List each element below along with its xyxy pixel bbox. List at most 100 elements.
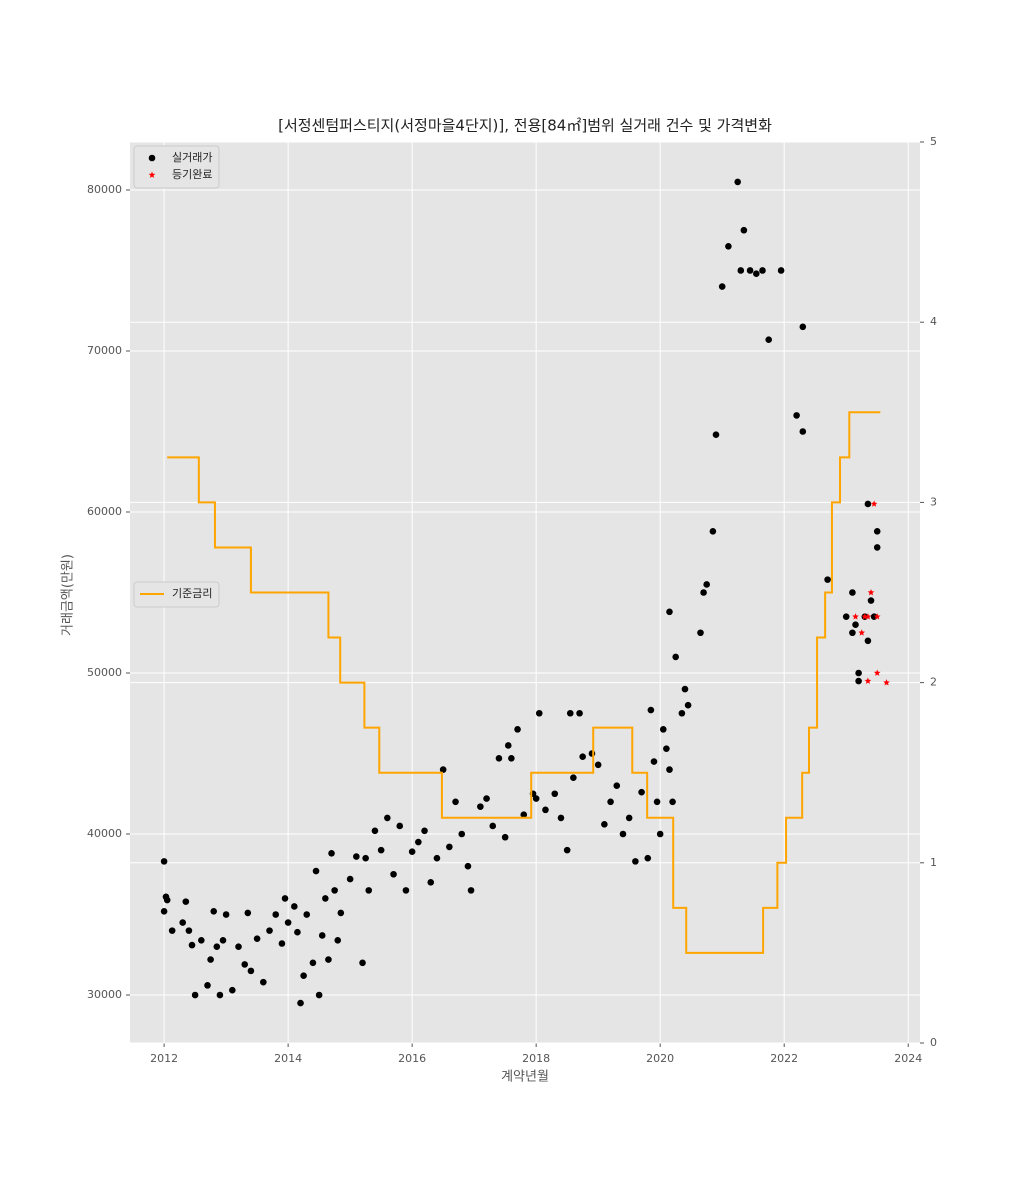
x-tick-label: 2024 <box>894 1052 922 1065</box>
point <box>613 782 621 790</box>
point <box>625 814 633 822</box>
point <box>632 858 639 865</box>
point <box>653 798 661 806</box>
point <box>334 936 342 944</box>
plot-area <box>130 142 920 1043</box>
point <box>532 795 540 802</box>
y-tick-label: 50000 <box>87 666 122 679</box>
point <box>294 928 301 936</box>
y-tick-label: 80000 <box>87 183 122 196</box>
y2-tick-label: 5 <box>930 135 937 148</box>
point <box>852 621 859 629</box>
point <box>678 709 686 717</box>
point <box>737 267 745 274</box>
step-line <box>167 411 881 954</box>
point <box>185 927 193 934</box>
point <box>855 669 862 677</box>
point <box>858 629 866 636</box>
point <box>272 911 280 918</box>
point <box>504 742 512 749</box>
point <box>337 909 345 917</box>
point <box>681 685 689 693</box>
point <box>647 706 655 714</box>
point <box>247 967 255 975</box>
point <box>684 701 692 709</box>
point <box>852 613 859 620</box>
point <box>303 911 311 918</box>
point <box>740 226 748 234</box>
point <box>433 854 441 862</box>
point <box>331 887 338 894</box>
legend <box>133 145 220 189</box>
point <box>396 822 404 830</box>
x-tick-label: 2016 <box>398 1052 426 1065</box>
point <box>452 798 459 806</box>
point <box>163 896 171 904</box>
point <box>867 597 875 604</box>
point <box>619 830 627 838</box>
point <box>489 822 497 830</box>
point <box>297 999 304 1007</box>
point <box>160 907 168 915</box>
x-tick-label: 2022 <box>770 1052 798 1065</box>
point <box>864 677 872 684</box>
point <box>659 726 667 733</box>
point <box>864 637 872 645</box>
point <box>318 932 326 939</box>
legend-label: 등기완료 <box>172 168 212 181</box>
point <box>210 907 218 915</box>
x-tick-label: 2012 <box>150 1052 178 1065</box>
point <box>793 412 800 419</box>
point <box>594 761 602 769</box>
point <box>402 887 410 894</box>
point <box>371 827 379 835</box>
legend-swatch <box>148 154 156 162</box>
point <box>551 790 559 798</box>
point <box>656 830 664 838</box>
legend-label: 실거래가 <box>172 151 212 164</box>
point <box>464 862 472 870</box>
point <box>752 270 760 278</box>
point <box>309 959 317 967</box>
point <box>563 846 571 854</box>
point <box>579 753 586 761</box>
point <box>501 833 509 841</box>
point <box>712 431 720 439</box>
point <box>883 679 890 686</box>
point <box>312 867 320 875</box>
point <box>666 608 673 616</box>
point <box>325 956 332 963</box>
point <box>746 267 754 274</box>
point <box>477 803 484 810</box>
point <box>346 875 354 883</box>
point <box>842 613 850 620</box>
point <box>188 941 196 949</box>
point <box>607 798 614 806</box>
point <box>207 956 214 963</box>
point <box>253 935 261 942</box>
point <box>666 766 673 773</box>
x-tick-label: 2020 <box>646 1052 674 1065</box>
point <box>467 887 475 894</box>
point <box>669 798 676 806</box>
point <box>216 991 224 999</box>
point <box>663 745 670 752</box>
point <box>873 544 881 551</box>
point <box>384 814 391 822</box>
legend-label: 기준금리 <box>172 587 212 600</box>
point <box>873 613 881 620</box>
point <box>278 940 286 947</box>
point <box>799 323 807 331</box>
point <box>260 978 267 986</box>
point <box>864 500 872 508</box>
point <box>322 895 329 902</box>
point <box>222 911 230 918</box>
y-tick-label: 40000 <box>87 827 122 840</box>
point <box>421 827 428 835</box>
point <box>870 500 878 507</box>
legend-swatch <box>148 171 156 178</box>
point <box>362 854 369 862</box>
point <box>520 811 528 818</box>
point <box>365 887 373 894</box>
